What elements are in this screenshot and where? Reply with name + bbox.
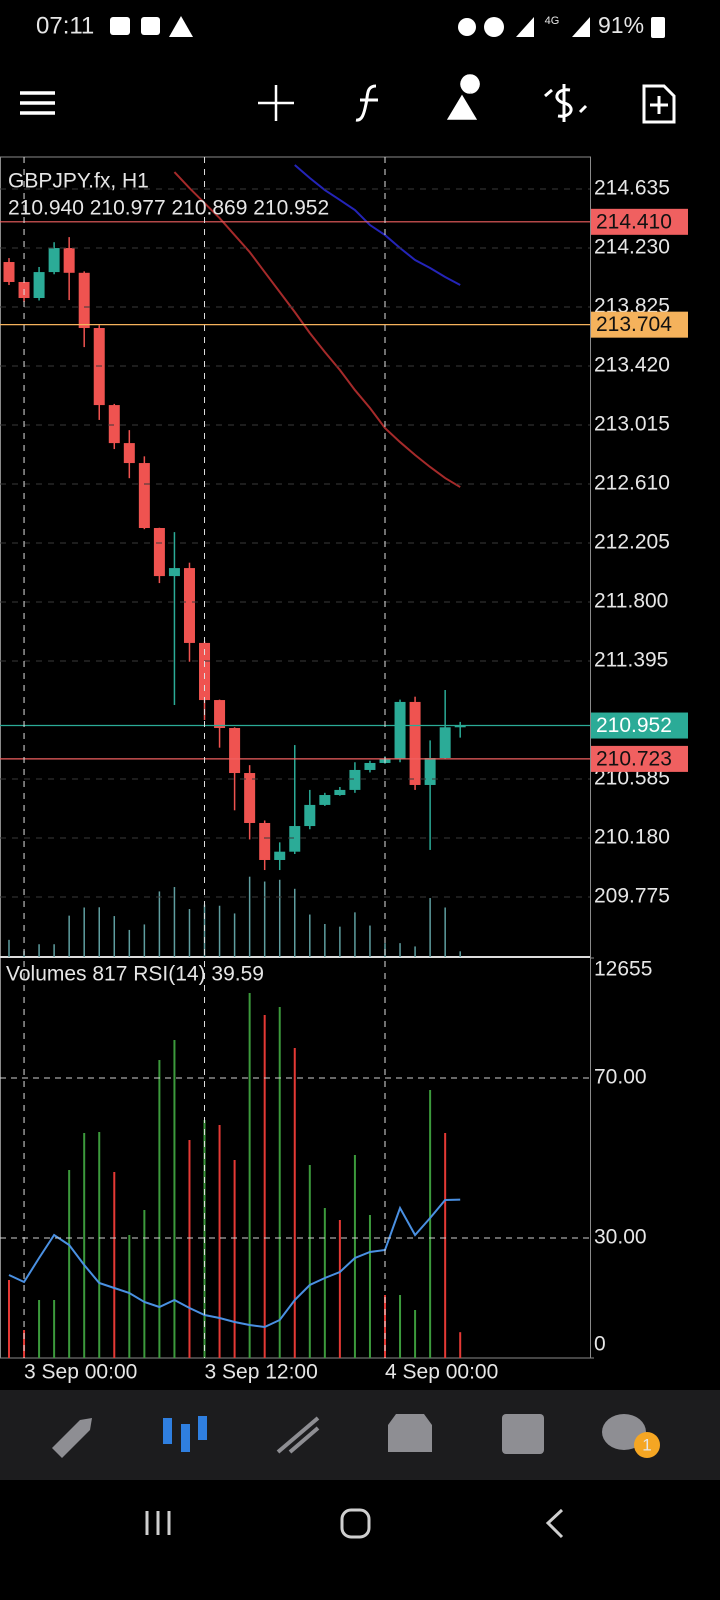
candle-body xyxy=(394,701,406,760)
back-button[interactable] xyxy=(545,1508,564,1539)
moving-average xyxy=(294,164,461,286)
y-tick-label: 209.775 xyxy=(594,885,670,908)
candle-body xyxy=(33,272,45,299)
candle-body xyxy=(183,568,195,643)
candle-body xyxy=(138,463,150,529)
indicators-button[interactable] xyxy=(355,84,378,122)
trade-button[interactable] xyxy=(544,84,588,122)
indicator-title: Volumes 817 RSI(14) 39.59 xyxy=(6,963,264,986)
candle-body xyxy=(3,262,15,282)
y-tick-label: 211.800 xyxy=(594,590,668,613)
x-tick-label: 4 Sep 00:00 xyxy=(385,1361,498,1384)
candle-body xyxy=(93,328,105,406)
ohlc-info: 210.940 210.977 210.869 210.952 xyxy=(8,197,329,220)
candle-body xyxy=(214,700,226,729)
price-level-label: 210.952 xyxy=(596,714,672,737)
candle-body xyxy=(439,727,451,759)
trade-tab[interactable] xyxy=(276,1416,320,1454)
price-level-label: 214.410 xyxy=(596,210,672,233)
candle-body xyxy=(78,272,90,329)
y-tick-label: 210.180 xyxy=(594,826,670,849)
network-type: 4G xyxy=(545,15,560,27)
warning-icon xyxy=(169,16,193,37)
signal-icon-2 xyxy=(572,17,590,37)
candle-body xyxy=(274,851,286,860)
y-tick-label: 212.610 xyxy=(594,472,670,495)
candle-body xyxy=(108,405,120,444)
chart-tab[interactable] xyxy=(163,1416,207,1452)
candle-body xyxy=(153,528,165,577)
alarm-icon xyxy=(458,18,476,36)
candle-body xyxy=(364,762,376,770)
new-order-button[interactable] xyxy=(642,84,676,124)
badge xyxy=(634,1432,660,1458)
candle-body xyxy=(289,826,301,852)
y-tick-label: 214.635 xyxy=(594,177,670,200)
candle-body xyxy=(63,248,75,273)
toolbar[interactable] xyxy=(20,74,676,124)
y-tick-label: 210.585 xyxy=(594,767,670,790)
status-icons xyxy=(110,16,665,38)
candle-body xyxy=(319,795,331,805)
price-level-box xyxy=(591,208,688,235)
candle-body xyxy=(259,822,271,860)
history-tab[interactable] xyxy=(388,1414,432,1452)
system-nav xyxy=(145,1508,564,1539)
chart: 214.635214.230213.825213.420213.015212.6… xyxy=(0,157,688,1384)
clock-icon xyxy=(484,17,504,37)
price-level-box xyxy=(591,712,688,739)
crosshair-button[interactable] xyxy=(258,85,294,121)
candle-body xyxy=(48,248,60,273)
price-level-box xyxy=(591,745,688,772)
status-time: 07:11 xyxy=(36,12,94,39)
y-tick-label: 213.015 xyxy=(594,413,670,436)
candle-body xyxy=(334,789,346,796)
candle-body xyxy=(229,728,241,774)
y-tick-label: 12655 xyxy=(594,958,652,981)
battery-level: 91% xyxy=(598,12,644,38)
candle-body xyxy=(424,758,436,785)
news-tab[interactable] xyxy=(502,1414,544,1454)
price-level-label: 213.704 xyxy=(596,313,672,336)
badge-count: 1 xyxy=(642,1435,651,1454)
price-panel xyxy=(3,164,466,957)
y-tick-label: 214.230 xyxy=(594,236,670,259)
candle-body xyxy=(199,642,211,701)
objects-button[interactable] xyxy=(446,74,480,120)
price-level-box xyxy=(591,311,688,338)
candle-body xyxy=(349,769,361,790)
moving-average xyxy=(173,171,461,488)
quotes-tab[interactable] xyxy=(52,1418,92,1458)
check-icon xyxy=(141,17,160,35)
price-level-label: 210.723 xyxy=(596,747,672,770)
candle-body xyxy=(244,773,256,823)
home-button[interactable] xyxy=(340,1508,371,1539)
y2-tick-label: 30.00 xyxy=(594,1226,647,1249)
recents-button[interactable] xyxy=(145,1511,171,1535)
signal-icon xyxy=(516,17,534,37)
bottom-nav xyxy=(0,1390,720,1480)
candle-body xyxy=(123,443,135,464)
y-tick-label: 213.420 xyxy=(594,354,670,377)
y2-tick-label: 70.00 xyxy=(594,1066,647,1089)
candle-body xyxy=(454,725,466,728)
nav-icons xyxy=(52,1414,646,1458)
candle-body xyxy=(409,701,421,785)
x-tick-label: 3 Sep 12:00 xyxy=(205,1361,318,1384)
battery-icon xyxy=(651,17,665,38)
menu-button[interactable] xyxy=(20,91,55,115)
candle-body xyxy=(304,804,316,827)
y-tick-label: 0 xyxy=(594,1333,606,1356)
x-tick-label: 3 Sep 00:00 xyxy=(24,1361,137,1384)
y-tick-label: 211.395 xyxy=(594,649,668,672)
y-tick-label: 212.205 xyxy=(594,531,670,554)
chart-title: GBPJPY.fx, H1 xyxy=(8,170,149,193)
gallery-icon xyxy=(110,17,130,35)
candle-body xyxy=(168,568,180,577)
